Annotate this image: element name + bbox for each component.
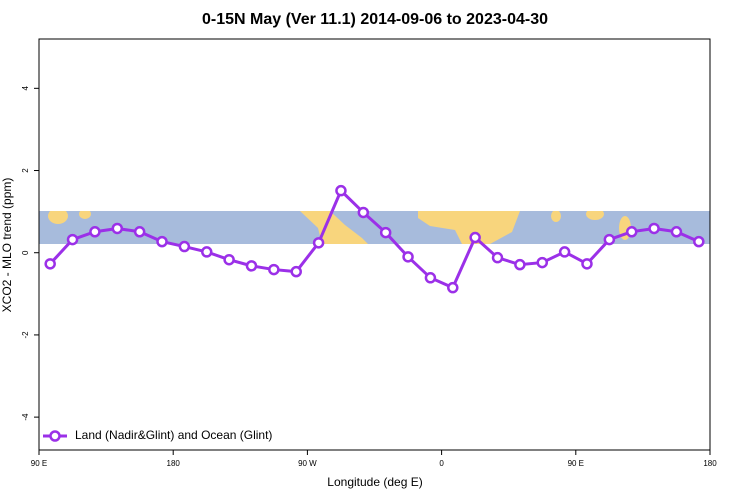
x-tick-label: 180 [167,459,181,468]
map-band [39,211,710,244]
point [447,281,459,294]
point [625,226,638,238]
point [379,226,392,239]
point [133,226,146,238]
plot-frame [38,38,711,451]
point [178,240,191,253]
y-tick-label: -4 [21,413,30,421]
point [44,258,56,270]
point [335,184,347,197]
point [223,253,235,266]
y-tick-label: 0 [21,250,30,255]
point [111,222,124,235]
y-axis-label: XCO2 - MLO trend (ppm) [0,178,14,313]
point [603,233,616,246]
x-tick-label: 90 E [568,459,584,468]
point [648,222,660,235]
y-tick-label: -2 [21,331,30,339]
point [491,251,504,264]
chart-title: 0-15N May (Ver 11.1) 2014-09-06 to 2023-… [202,11,548,28]
point [290,265,302,278]
point [558,246,571,258]
legend-marker [49,430,61,442]
point [245,260,258,272]
point [402,251,414,263]
x-tick-label: 90 E [31,459,47,468]
x-tick-label: 180 [703,459,717,468]
point [536,256,548,269]
point [66,233,79,246]
y-tick-label: 2 [21,168,30,173]
legend-label: Land (Nadir&Glint) and Ocean (Glint) [75,428,272,442]
point [201,246,213,258]
point [268,263,280,276]
point [670,226,683,238]
y-tick-label: 4 [21,86,30,91]
x-tick-label: 90 W [298,459,317,468]
point [514,258,526,271]
point [312,237,325,249]
x-tick-label: 0 [439,459,444,468]
point [424,272,437,284]
x-axis-label: Longitude (deg E) [327,475,422,489]
point [156,235,168,248]
point [469,231,481,244]
point [89,226,101,238]
point [693,235,705,248]
point [357,206,370,219]
point [581,258,593,270]
